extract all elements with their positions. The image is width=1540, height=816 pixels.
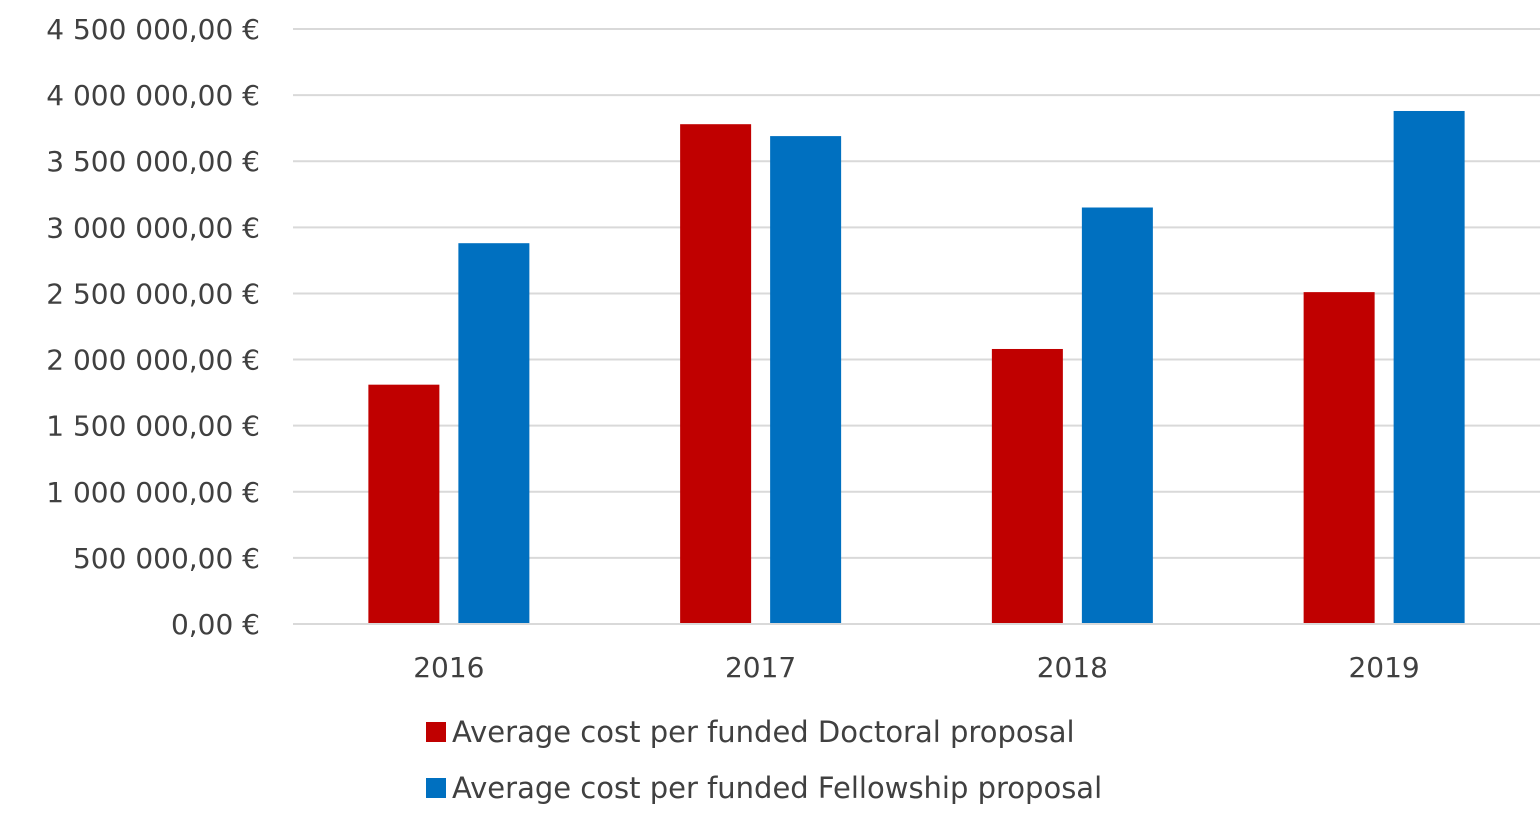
y-tick-label: 1 000 000,00 €	[46, 476, 260, 509]
bar-doctoral-2016	[368, 384, 440, 624]
legend-label-fellowship: Average cost per funded Fellowship propo…	[452, 771, 1103, 805]
bar-fellowship-2018	[1081, 207, 1153, 624]
legend-item-fellowship: Average cost per funded Fellowship propo…	[426, 760, 1102, 816]
y-tick-label: 500 000,00 €	[73, 542, 260, 575]
legend-item-doctoral: Average cost per funded Doctoral proposa…	[426, 704, 1102, 760]
legend: Average cost per funded Doctoral proposa…	[426, 704, 1102, 816]
x-tick-label: 2019	[1348, 651, 1419, 684]
legend-swatch-fellowship	[426, 778, 446, 798]
bar-fellowship-2019	[1393, 110, 1465, 624]
x-tick-label: 2018	[1037, 651, 1108, 684]
y-tick-label: 4 000 000,00 €	[46, 79, 260, 112]
bar-doctoral-2017	[680, 124, 752, 624]
bar-doctoral-2019	[1303, 292, 1375, 624]
bar-doctoral-2018	[991, 348, 1063, 624]
bar-series	[293, 110, 1540, 625]
bar-chart: 0,00 € 500 000,00 € 1 000 000,00 € 1 500 00…	[46, 13, 1540, 684]
y-tick-label: 3 500 000,00 €	[46, 145, 260, 178]
x-tick-label: 2017	[725, 651, 796, 684]
y-tick-label: 1 500 000,00 €	[46, 410, 260, 443]
y-tick-label: 3 000 000,00 €	[46, 211, 260, 244]
x-tick-label: 2016	[413, 651, 484, 684]
y-tick-label: 2 000 000,00 €	[46, 344, 260, 377]
bar-fellowship-2017	[770, 136, 842, 624]
x-axis-tick-labels: 2016 2017 2018 2019	[413, 651, 1420, 684]
y-axis-tick-labels: 0,00 € 500 000,00 € 1 000 000,00 € 1 500 00…	[46, 13, 260, 641]
bar-fellowship-2016	[458, 243, 530, 624]
y-tick-label: 2 500 000,00 €	[46, 277, 260, 310]
legend-swatch-doctoral	[426, 722, 446, 742]
y-tick-label: 0,00 €	[171, 608, 260, 641]
legend-label-doctoral: Average cost per funded Doctoral proposa…	[452, 715, 1075, 749]
y-tick-label: 4 500 000,00 €	[46, 13, 260, 46]
